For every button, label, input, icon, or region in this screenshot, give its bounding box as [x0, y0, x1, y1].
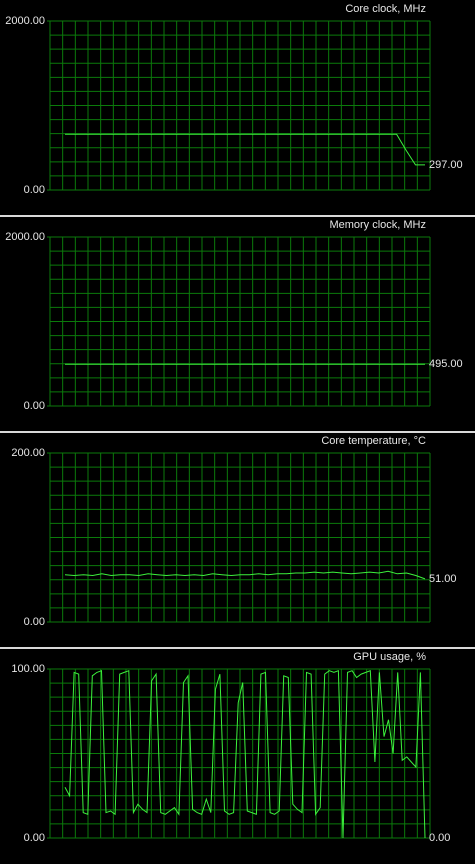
panel-separator	[0, 215, 475, 217]
chart-title: Core clock, MHz	[345, 3, 426, 15]
y-tick-label: 2000.00	[5, 15, 45, 27]
current-value-label: 495.00	[429, 358, 463, 370]
chart-title: Memory clock, MHz	[329, 219, 426, 231]
data-line	[65, 133, 425, 166]
y-tick-label: 100.00	[11, 663, 45, 675]
data-line	[64, 570, 426, 580]
y-tick-label: 0.00	[24, 184, 45, 196]
y-tick-label: 2000.00	[5, 231, 45, 243]
current-value-label: 0.00	[429, 832, 450, 844]
y-tick-label: 0.00	[24, 400, 45, 412]
y-tick-label: 0.00	[24, 616, 45, 628]
panel-separator	[0, 431, 475, 433]
current-value-label: 51.00	[429, 573, 457, 585]
panel-separator	[0, 647, 475, 649]
y-tick-label: 0.00	[24, 832, 45, 844]
data-line	[64, 669, 426, 839]
y-tick-label: 200.00	[11, 447, 45, 459]
chart-title: Core temperature, °C	[321, 435, 426, 447]
chart-title: GPU usage, %	[353, 651, 426, 663]
current-value-label: 297.00	[429, 159, 463, 171]
